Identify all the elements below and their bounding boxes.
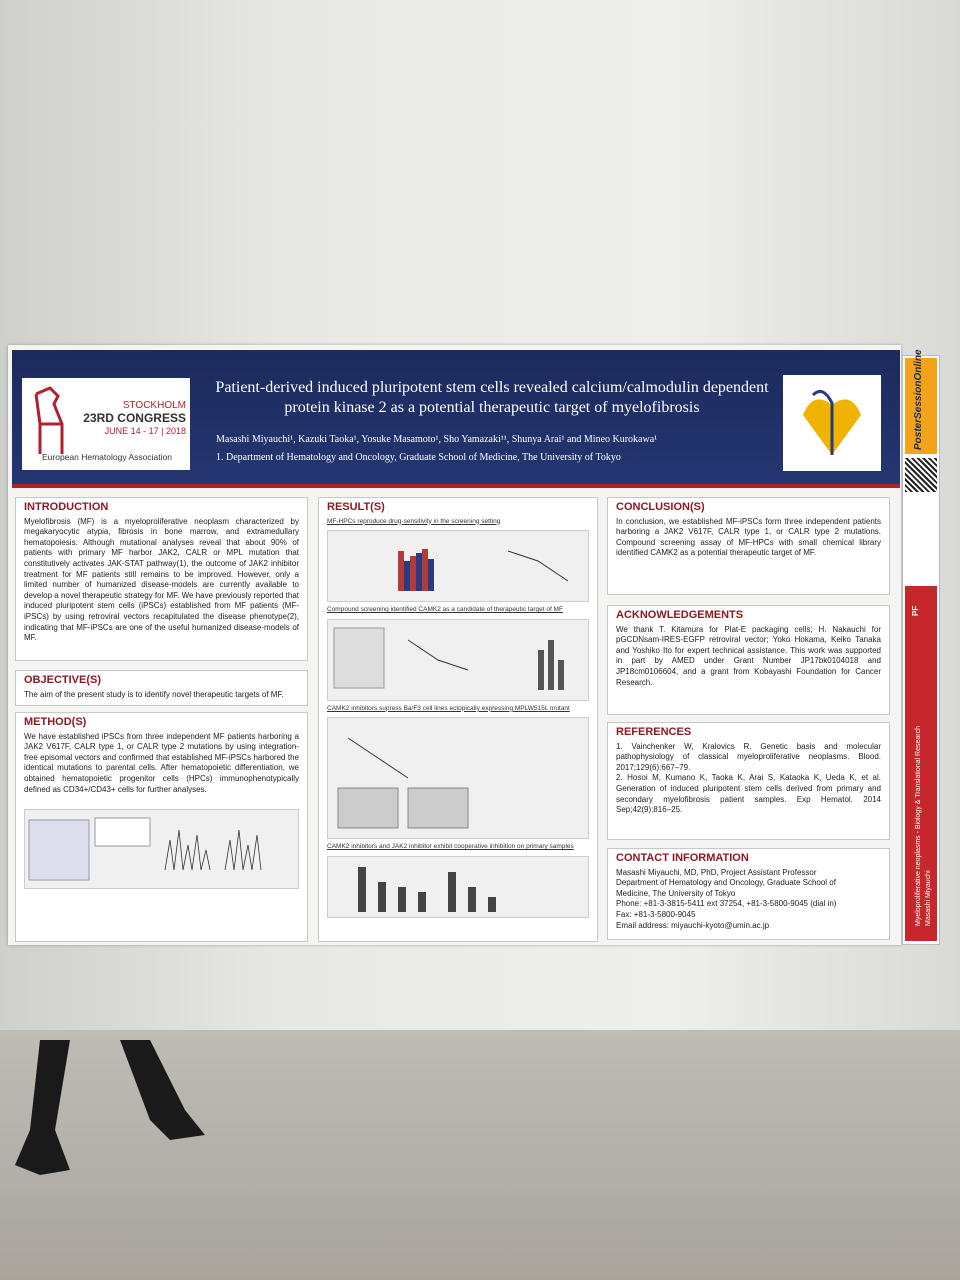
figure-drawing: [358, 866, 496, 912]
results-box: RESULT(S) MF-HPCs reproduce drug-sensiti…: [318, 497, 598, 942]
section-heading: OBJECTIVE(S): [24, 674, 102, 686]
conclusion-box: CONCLUSION(S) In conclusion, we establis…: [607, 497, 890, 595]
results-figure: [327, 530, 589, 603]
contact-line: Masashi Miyauchi, MD, PhD, Project Assis…: [616, 867, 817, 877]
section-heading: CONCLUSION(S): [616, 501, 705, 513]
topic-strip: Myeloproliferative neoplasms - Biology &…: [905, 586, 937, 941]
code: PF: [911, 605, 920, 616]
brand-strip: PosterSessionOnline: [905, 349, 937, 454]
congress-city: STOCKHOLM: [122, 400, 186, 411]
reference: 2. Hosoi M, Kumano K, Taoka K, Arai S, K…: [616, 773, 881, 815]
results-subheading: CAMK2 inhibitors and JAK2 inhibitor exhi…: [327, 843, 574, 851]
method-figure: [24, 809, 299, 890]
brand: PosterSessionOnline: [913, 349, 924, 450]
congress-logo: STOCKHOLM 23RD CONGRESS JUNE 14 - 17 | 2…: [22, 378, 190, 470]
figure-drawing: [333, 627, 564, 690]
sidebar: PosterSessionOnline Myeloproliferative n…: [902, 349, 940, 945]
references-box: REFERENCES 1. Vainchenker W, Kralovics R…: [607, 722, 890, 840]
contact-line: Phone: +81-3-3815-5411 ext 37254, +81-3-…: [616, 899, 837, 909]
results-figure: [327, 618, 589, 701]
contact-box: CONTACT INFORMATION Masashi Miyauchi, MD…: [607, 848, 890, 940]
congress-name: 23RD CONGRESS: [83, 411, 186, 425]
method-box: METHOD(S) We have established iPSCs from…: [15, 712, 308, 942]
results-subheading: CAMK2 inhibitors supress Ba/F3 cell line…: [327, 704, 570, 712]
objective-box: OBJECTIVE(S) The aim of the present stud…: [15, 670, 308, 706]
leg: [120, 1040, 205, 1140]
topic: Myeloproliferative neoplasms - Biology &…: [915, 726, 922, 926]
horse-icon: [34, 386, 64, 454]
results-subheading: MF-HPCs reproduce drug-sensitivity in th…: [327, 517, 501, 525]
person-legs: [15, 1040, 205, 1175]
reference: 1. Vainchenker W, Kralovics R. Genetic b…: [616, 741, 881, 772]
affiliation: 1. Department of Hematology and Oncology…: [216, 452, 621, 463]
poster-title: Patient-derived induced pluripotent stem…: [215, 379, 769, 416]
leg: [15, 1040, 70, 1175]
ginkgo-icon: [803, 389, 861, 455]
section-heading: REFERENCES: [616, 726, 692, 738]
figure-drawing: [28, 817, 262, 881]
section-text: Myelofibrosis (MF) is a myeloproliferati…: [24, 516, 299, 643]
section-text: The aim of the present study is to ident…: [24, 689, 284, 699]
section-heading: INTRODUCTION: [24, 501, 109, 513]
section-heading: METHOD(S): [24, 716, 87, 728]
results-subheading: Compound screening identified CAMK2 as a…: [327, 606, 563, 614]
university-logo: [783, 375, 881, 471]
qr-code: [905, 458, 937, 492]
association: European Hematology Association: [42, 452, 172, 462]
acknowledgements-box: ACKNOWLEDGEMENTS We thank T. Kitamura fo…: [607, 605, 890, 715]
section-heading: ACKNOWLEDGEMENTS: [616, 609, 744, 621]
section-text: We have established iPSCs from three ind…: [24, 731, 299, 794]
section-text: In conclusion, we established MF-iPSCs f…: [616, 516, 881, 558]
contact-line: Medicine, The University of Tokyo: [616, 888, 736, 898]
contact-line: Email address: miyauchi-kyoto@umin.ac.jp: [616, 920, 770, 930]
contact-line: Department of Hematology and Oncology, G…: [616, 878, 836, 888]
contact-line: Fax: +81-3-5800-9045: [616, 909, 696, 919]
figure-drawing: [337, 737, 469, 829]
congress-dates: JUNE 14 - 17 | 2018: [104, 426, 186, 436]
introduction-box: INTRODUCTION Myelofibrosis (MF) is a mye…: [15, 497, 308, 661]
section-text: We thank T. Kitamura for Plat-E packagin…: [616, 624, 881, 687]
section-heading: CONTACT INFORMATION: [616, 852, 749, 864]
results-figure: [327, 717, 589, 840]
authors: Masashi Miyauchi¹, Kazuki Taoka¹, Yosuke…: [216, 434, 658, 445]
results-figure: [327, 855, 589, 918]
sidebar-author: Masashi Miyauchi: [925, 870, 932, 926]
section-heading: RESULT(S): [327, 501, 385, 513]
figure-drawing: [398, 549, 569, 592]
